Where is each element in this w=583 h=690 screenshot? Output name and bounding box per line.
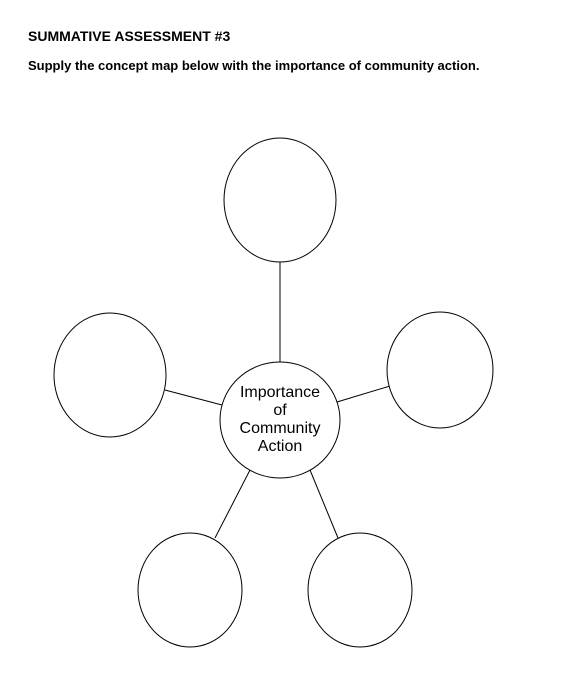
assessment-instruction: Supply the concept map below with the im… — [28, 58, 555, 73]
connector-left — [165, 390, 222, 405]
connector-right — [337, 386, 390, 402]
outer-node-bottom-right — [308, 533, 412, 647]
outer-node-left — [54, 313, 166, 437]
concept-map-svg: ImportanceofCommunityAction — [0, 110, 583, 670]
worksheet-page: SUMMATIVE ASSESSMENT #3 Supply the conce… — [0, 0, 583, 690]
connector-bottom-right — [310, 470, 338, 538]
assessment-title: SUMMATIVE ASSESSMENT #3 — [28, 28, 555, 44]
outer-node-right — [387, 312, 493, 428]
outer-node-bottom-left — [138, 533, 242, 647]
concept-map: ImportanceofCommunityAction — [0, 110, 583, 670]
connector-bottom-left — [215, 470, 250, 538]
outer-node-top — [224, 138, 336, 262]
